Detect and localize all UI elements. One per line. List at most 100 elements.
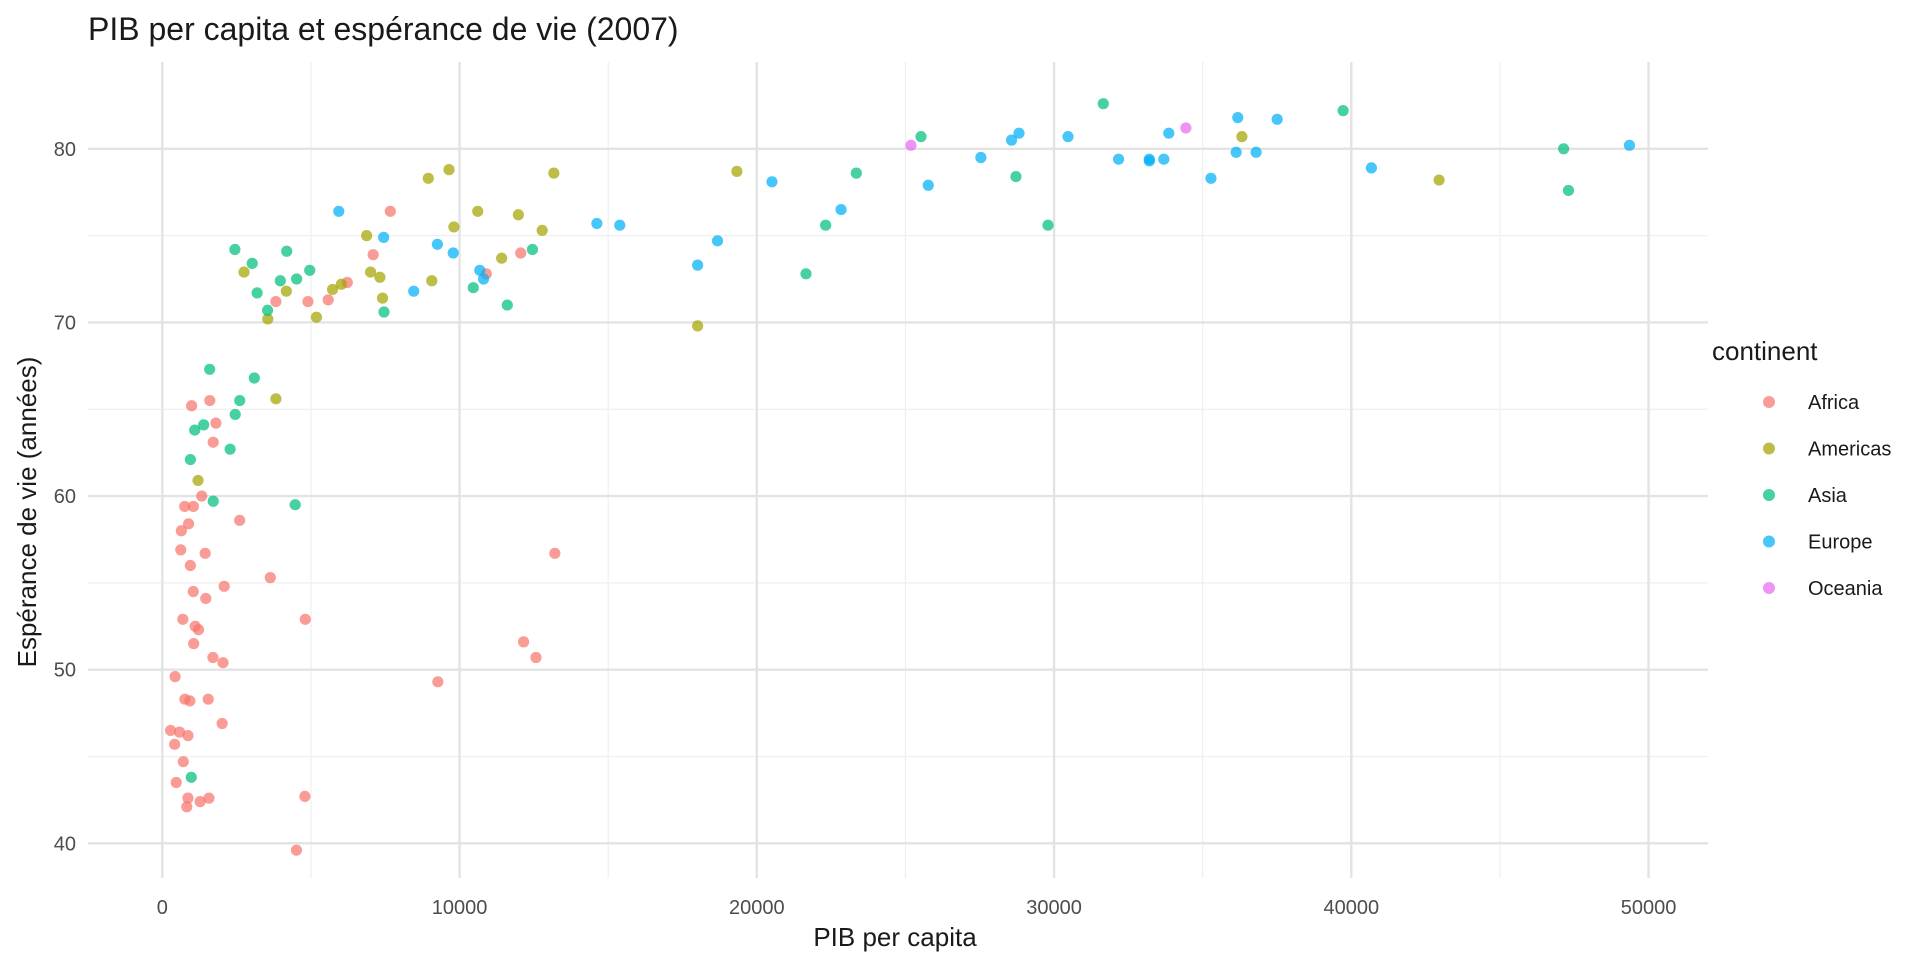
data-point-africa: [264, 572, 276, 584]
data-point-europe: [766, 176, 778, 188]
y-tick-label: 80: [54, 139, 76, 161]
data-point-americas: [376, 292, 389, 304]
data-point-europe: [591, 217, 603, 230]
data-point-asia: [281, 245, 293, 257]
data-point-africa: [177, 613, 189, 625]
data-point-asia: [1558, 143, 1570, 155]
data-point-africa: [384, 205, 396, 217]
data-point-europe: [447, 247, 459, 259]
data-point-asia: [274, 275, 286, 287]
data-point-europe: [1623, 139, 1636, 151]
data-point-americas: [443, 164, 455, 176]
data-point-asia: [467, 282, 479, 294]
data-point-americas: [731, 165, 743, 177]
legend-title: continent: [1712, 336, 1818, 366]
data-points: [164, 98, 1636, 856]
data-point-americas: [238, 266, 250, 278]
legend-label-europe: Europe: [1808, 532, 1873, 554]
data-point-europe: [614, 219, 626, 231]
data-point-americas: [374, 271, 386, 283]
data-point-europe: [1005, 134, 1018, 146]
data-point-asia: [229, 243, 241, 256]
data-point-africa: [182, 518, 195, 530]
data-point-africa: [203, 792, 215, 804]
data-point-americas: [270, 393, 282, 405]
data-point-americas: [692, 320, 704, 332]
data-point-europe: [1230, 146, 1242, 158]
x-tick-label: 0: [157, 897, 168, 919]
data-point-americas: [472, 205, 484, 217]
data-point-africa: [164, 724, 177, 737]
data-point-americas: [280, 285, 292, 297]
data-point-africa: [207, 651, 219, 664]
data-point-africa: [217, 657, 229, 669]
data-point-asia: [246, 257, 258, 269]
data-point-africa: [322, 294, 334, 306]
data-point-europe: [711, 235, 724, 247]
data-point-asia: [304, 264, 316, 276]
data-point-africa: [173, 726, 186, 738]
data-point-africa: [187, 500, 199, 513]
data-point-africa: [177, 756, 189, 768]
data-point-africa: [184, 559, 196, 572]
legend-key-asia: [1763, 489, 1775, 501]
x-tick-label: 50000: [1621, 897, 1677, 919]
y-tick-labels: 40 50 60 70 80: [54, 139, 76, 855]
data-point-asia: [526, 243, 539, 256]
legend-label-oceania: Oceania: [1808, 578, 1883, 600]
data-point-asia: [850, 167, 862, 179]
data-point-europe: [474, 264, 486, 276]
data-point-africa: [216, 717, 228, 730]
y-tick-label: 40: [54, 833, 76, 855]
data-point-europe: [1232, 111, 1244, 124]
y-tick-label: 70: [54, 312, 76, 334]
data-point-africa: [515, 247, 527, 259]
data-point-africa: [200, 592, 212, 605]
data-point-africa: [290, 844, 303, 856]
data-point-africa: [367, 249, 379, 261]
legend-key-africa: [1763, 396, 1775, 408]
data-point-americas: [548, 167, 560, 179]
data-point-asia: [1010, 170, 1022, 183]
data-point-americas: [448, 221, 460, 233]
data-point-africa: [302, 295, 314, 308]
data-point-asia: [204, 363, 216, 375]
data-point-asia: [1337, 105, 1349, 117]
legend: continent Africa Americas Asia Europe Oceani…: [1712, 336, 1891, 600]
data-point-europe: [975, 151, 987, 164]
data-point-europe: [378, 231, 390, 243]
legend-key-oceania: [1763, 582, 1775, 594]
data-point-americas: [326, 283, 339, 296]
data-point-europe: [1143, 153, 1155, 165]
data-point-asia: [501, 299, 513, 311]
data-point-asia: [229, 408, 241, 421]
data-point-europe: [692, 259, 704, 271]
data-point-asia: [1042, 219, 1054, 231]
data-point-europe: [1250, 146, 1262, 158]
data-point-africa: [218, 580, 230, 592]
data-point-asia: [207, 495, 219, 507]
data-point-africa: [207, 436, 219, 448]
x-tick-label: 10000: [432, 897, 488, 919]
data-point-africa: [549, 547, 561, 559]
data-point-africa: [199, 547, 211, 559]
data-point-americas: [364, 266, 377, 278]
data-point-americas: [496, 252, 508, 264]
chart-title: PIB per capita et espérance de vie (2007…: [88, 11, 679, 47]
data-point-asia: [1097, 98, 1109, 110]
data-point-europe: [1365, 162, 1377, 174]
data-point-africa: [210, 417, 222, 429]
data-point-asia: [820, 219, 832, 231]
data-point-asia: [234, 394, 246, 407]
data-point-europe: [1112, 153, 1125, 165]
data-point-asia: [378, 306, 390, 318]
data-point-africa: [169, 738, 181, 750]
data-point-africa: [179, 500, 191, 513]
data-point-africa: [182, 730, 194, 742]
data-point-europe: [1163, 127, 1175, 139]
data-point-africa: [204, 394, 216, 407]
data-point-africa: [188, 638, 200, 650]
data-point-africa: [182, 792, 194, 804]
data-point-africa: [175, 544, 187, 556]
